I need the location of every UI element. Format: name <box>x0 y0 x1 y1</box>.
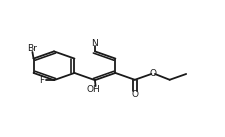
Text: F: F <box>39 76 44 85</box>
Text: N: N <box>92 39 98 48</box>
Text: O: O <box>150 69 157 79</box>
Text: O: O <box>131 90 138 99</box>
Text: Br: Br <box>27 45 37 53</box>
Text: OH: OH <box>87 85 101 94</box>
